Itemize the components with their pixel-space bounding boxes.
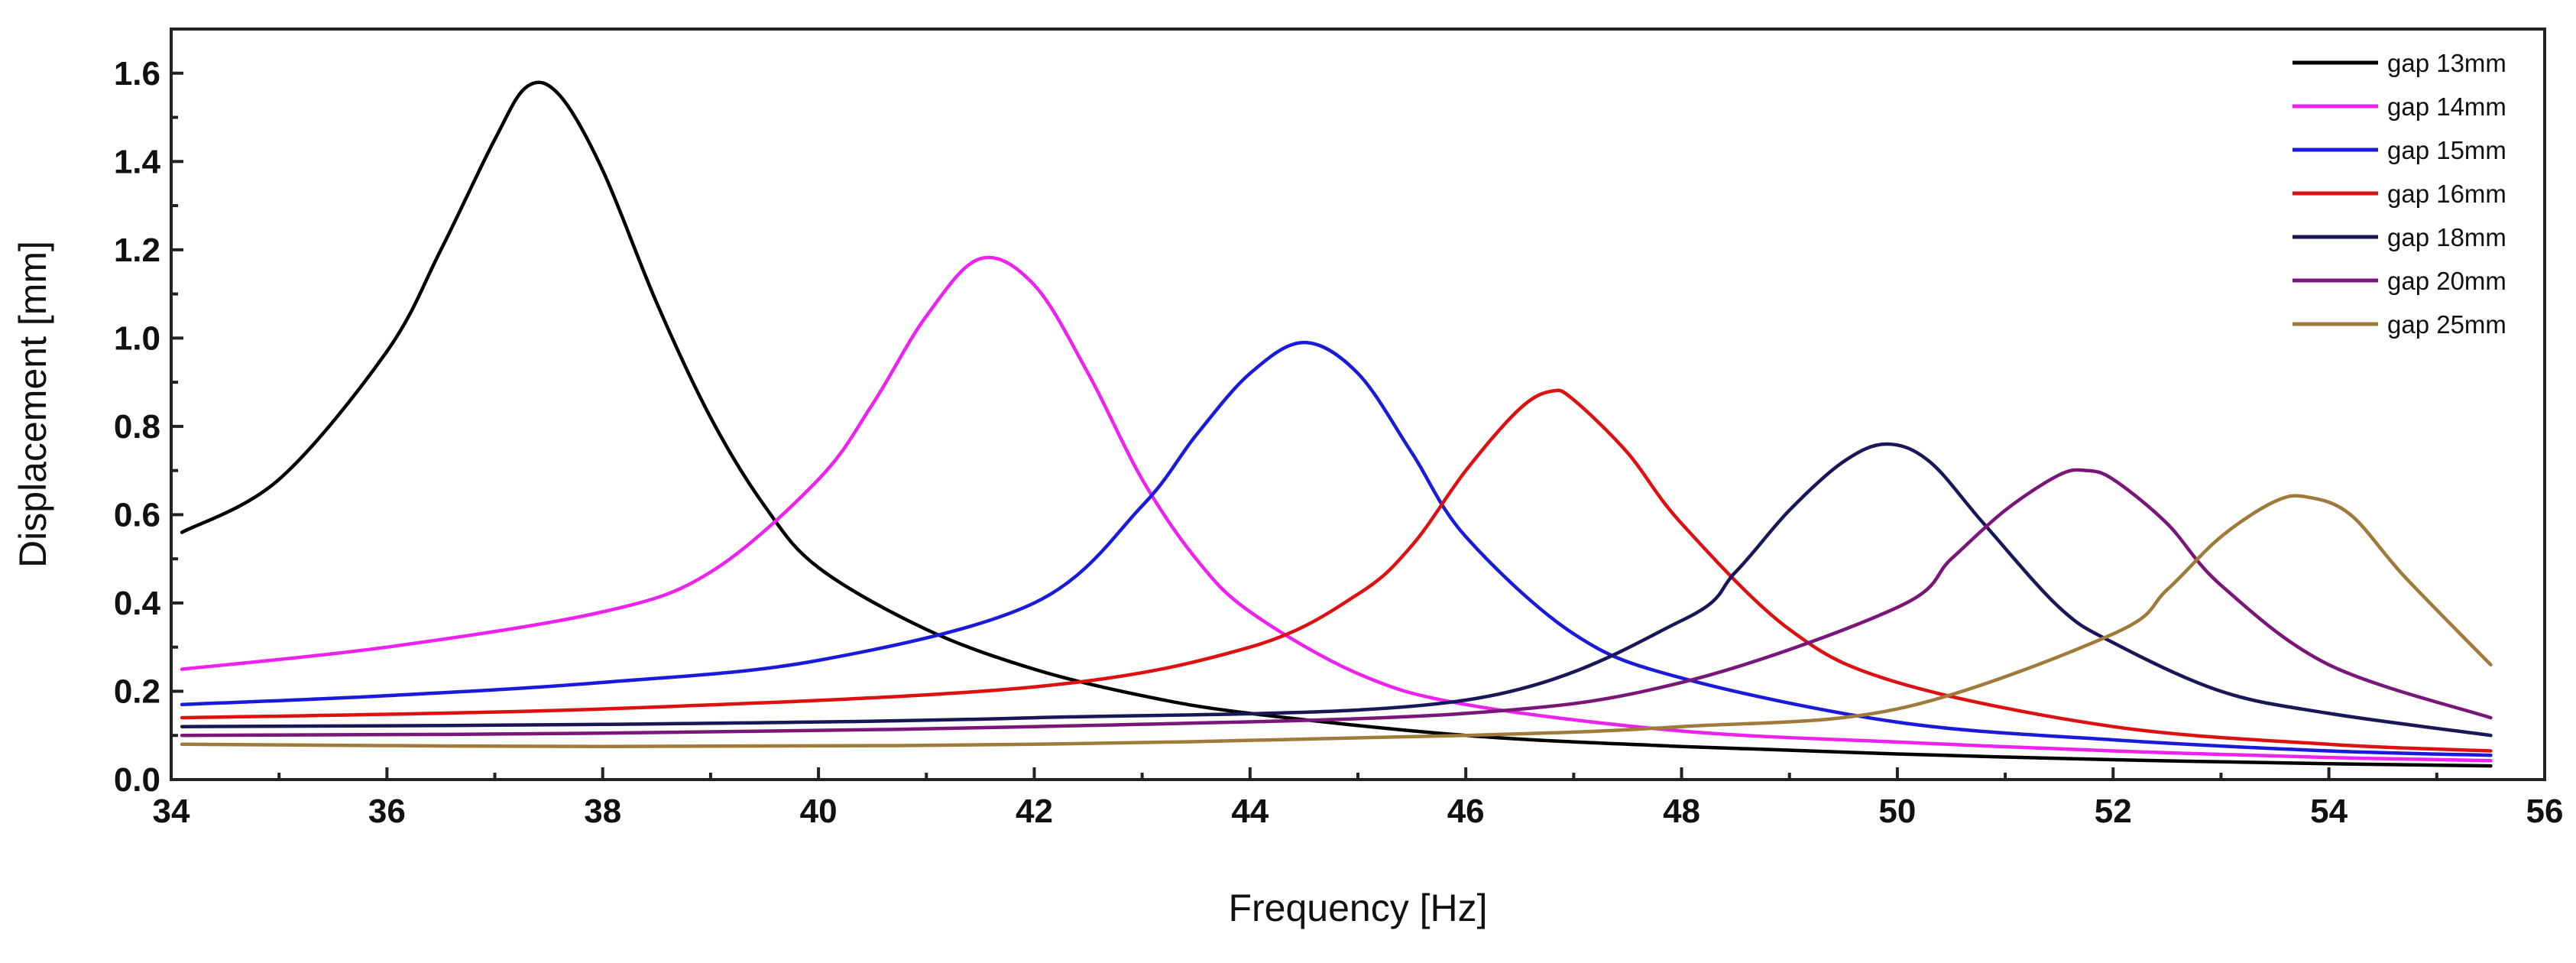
legend-label: gap 14mm (2387, 92, 2506, 121)
x-tick-label: 40 (800, 793, 838, 830)
x-axis-title: Frequency [Hz] (1228, 887, 1487, 929)
x-tick-label: 36 (368, 793, 406, 830)
y-tick-label: 1.2 (114, 232, 160, 269)
legend-label: gap 20mm (2387, 267, 2506, 295)
series-layer (180, 80, 2493, 768)
legend-label: gap 15mm (2387, 136, 2506, 164)
x-tick-label: 38 (584, 793, 621, 830)
series-line-gap-14mm (180, 255, 2493, 763)
x-tick-label: 50 (1878, 793, 1916, 830)
series-line-gap-16mm (180, 388, 2493, 753)
x-tick-label: 46 (1447, 793, 1485, 830)
y-tick-label: 0.8 (114, 408, 160, 446)
x-tick-label: 44 (1231, 793, 1269, 830)
y-tick-label: 0.0 (114, 761, 160, 799)
x-tick-label: 56 (2526, 793, 2564, 830)
legend-label: gap 13mm (2387, 49, 2506, 77)
series-line-gap-20mm (180, 468, 2493, 738)
series-line-gap-18mm (180, 442, 2493, 738)
x-tick-label: 48 (1663, 793, 1700, 830)
series-line-gap-25mm (180, 494, 2493, 748)
y-tick-label: 1.4 (114, 143, 161, 180)
series-line-gap-15mm (180, 340, 2493, 757)
y-axis-title: Displacement [mm] (11, 241, 54, 568)
y-tick-label: 0.2 (114, 673, 160, 710)
x-tick-label: 52 (2095, 793, 2132, 830)
ticks-layer: 34 36 38 40 42 44 46 48 50 52 54 56 0.0 0.2 0.4 0.6 0.8 1… (114, 55, 2564, 830)
x-tick-label: 54 (2310, 793, 2348, 830)
y-tick-label: 0.6 (114, 496, 160, 533)
x-tick-label: 42 (1016, 793, 1053, 830)
x-tick-label: 34 (153, 793, 190, 830)
y-tick-label: 1.0 (114, 319, 160, 357)
y-tick-label: 1.6 (114, 55, 160, 92)
legend-label: gap 18mm (2387, 223, 2506, 251)
series-line-gap-13mm (180, 80, 2493, 768)
legend-label: gap 25mm (2387, 310, 2506, 339)
legend-label: gap 16mm (2387, 180, 2506, 208)
y-tick-label: 0.4 (114, 585, 161, 622)
legend: gap 13mm gap 14mm gap 15mm gap 16mm gap 18mm… (2292, 49, 2506, 339)
